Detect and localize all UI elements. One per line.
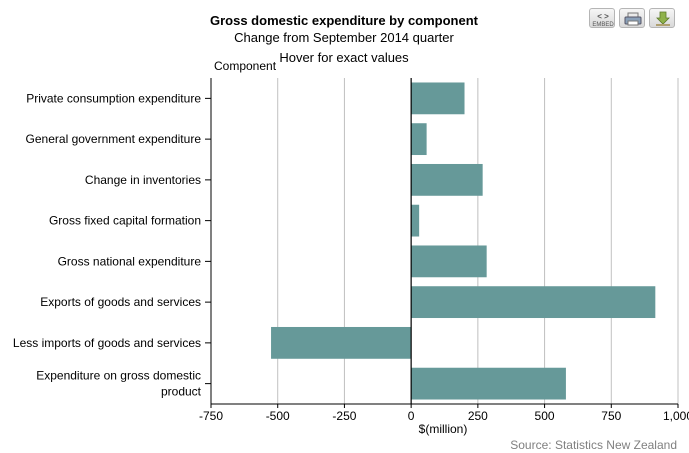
value-tick-label: 250	[468, 409, 488, 423]
value-tick-label: 1,000	[663, 409, 689, 423]
value-tick-label: 0	[408, 409, 415, 423]
source-note: Source: Statistics New Zealand	[510, 438, 677, 452]
category-label: Less imports of goods and services	[13, 336, 201, 350]
printer-icon	[624, 12, 642, 26]
value-tick-label: -250	[332, 409, 356, 423]
category-label: Gross national expenditure	[58, 254, 202, 268]
chart-hint: Hover for exact values	[279, 50, 409, 65]
bar[interactable]: Expenditure on gross domestic product: 5…	[411, 367, 566, 400]
bars: Private consumption expenditure: 200 Gene…	[271, 82, 656, 400]
category-label: product	[161, 385, 202, 399]
bar[interactable]: Gross national expenditure: 283	[411, 245, 487, 278]
svg-text:< >: < >	[597, 12, 609, 21]
x-axis-title: $(million)	[419, 422, 468, 436]
category-label: Gross fixed capital formation	[49, 214, 201, 228]
category-label: General government expenditure	[26, 132, 202, 146]
bar[interactable]: Gross fixed capital formation: 30	[411, 204, 420, 237]
bar[interactable]: Less imports of goods and services: -525	[271, 326, 412, 359]
download-button[interactable]	[649, 8, 675, 28]
value-tick-labels: -750 -500 -250 0 250 500 750 1,000	[199, 404, 689, 423]
bar[interactable]: Change in inventories: 268	[411, 163, 483, 196]
embed-icon: < > EMBED	[592, 12, 614, 28]
bar[interactable]: Exports of goods and services: 915	[411, 286, 656, 319]
embed-button[interactable]: < > EMBED	[589, 8, 615, 28]
value-tick-label: 750	[601, 409, 621, 423]
download-icon	[656, 11, 670, 26]
category-label: Change in inventories	[85, 173, 201, 187]
bar[interactable]: Private consumption expenditure: 200	[411, 82, 465, 115]
category-label: Expenditure on gross domestic	[36, 369, 201, 383]
category-axis-title: Component	[214, 59, 277, 73]
bar[interactable]: General government expenditure: 58	[411, 123, 427, 156]
print-button[interactable]	[619, 8, 645, 28]
value-tick-label: -500	[266, 409, 290, 423]
chart-subtitle: Change from September 2014 quarter	[234, 30, 454, 45]
chart-title: Gross domestic expenditure by component	[210, 13, 479, 28]
category-label: Exports of goods and services	[40, 295, 201, 309]
value-tick-label: -750	[199, 409, 223, 423]
category-label: Private consumption expenditure	[26, 91, 201, 105]
value-tick-label: 500	[535, 409, 555, 423]
category-labels: Private consumption expenditure General g…	[13, 91, 211, 399]
svg-text:EMBED: EMBED	[592, 22, 614, 28]
